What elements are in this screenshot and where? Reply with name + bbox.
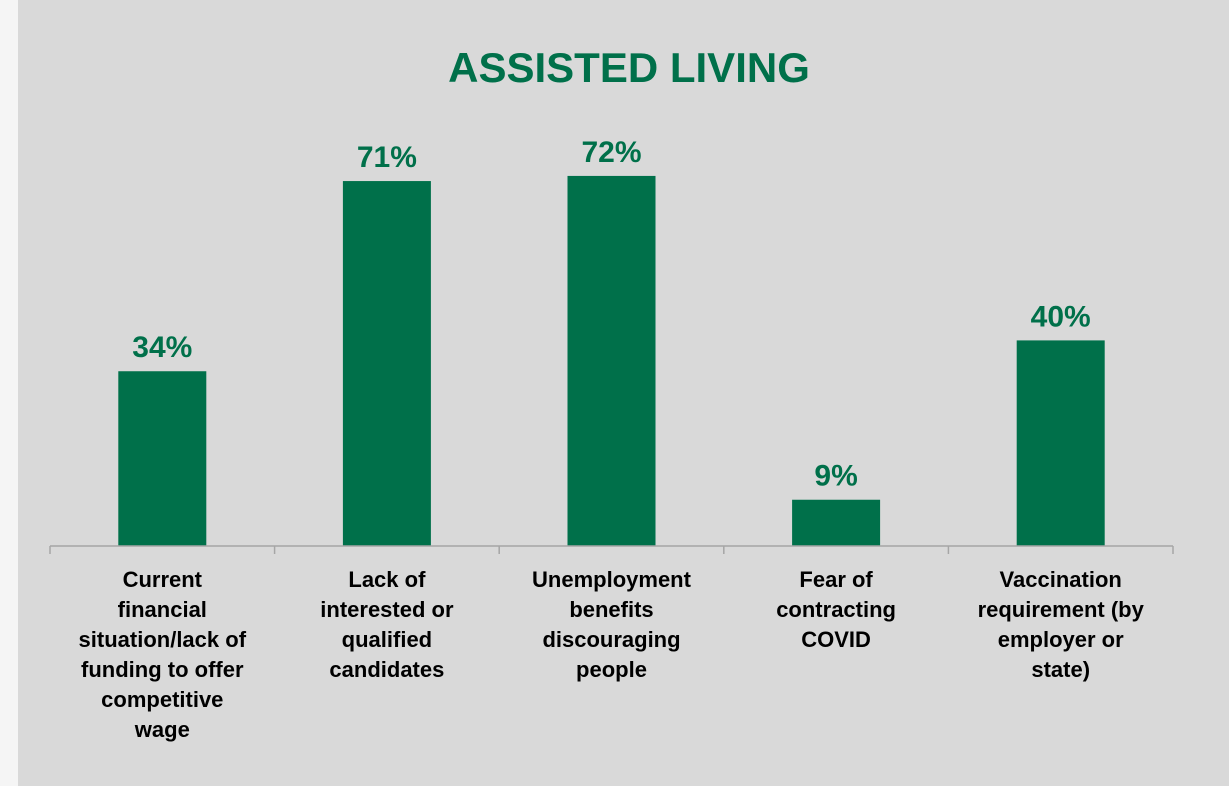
data-label: 71%: [357, 141, 417, 174]
x-axis: [49, 545, 1174, 554]
bar: [118, 371, 207, 546]
category-label: Fear of contracting COVID: [776, 567, 896, 652]
bar: [567, 175, 656, 547]
bars-layer: [118, 175, 1105, 547]
data-label: 72%: [581, 136, 641, 169]
data-label: 9%: [814, 460, 857, 493]
bar-chart: ASSISTED LIVING 34% Current financial situa…: [49, 44, 1174, 742]
category-label: Unemployment benefits discouraging people: [532, 567, 692, 682]
bar: [342, 181, 431, 546]
chart-title: ASSISTED LIVING: [448, 44, 810, 91]
data-label: 34%: [132, 331, 192, 364]
labels-layer: 34% Current financial situation/lack of fund…: [79, 136, 1145, 742]
category-label: Lack of interested or qualified candidates: [320, 567, 454, 682]
bar: [1016, 340, 1105, 546]
data-label: 40%: [1031, 300, 1091, 333]
chart-panel: ASSISTED LIVING 34% Current financial situa…: [18, 0, 1229, 786]
category-label: Vaccination requirement (by employer or sta…: [978, 567, 1145, 682]
category-label: Current financial situation/lack of funding…: [79, 567, 247, 742]
bar: [792, 499, 881, 546]
